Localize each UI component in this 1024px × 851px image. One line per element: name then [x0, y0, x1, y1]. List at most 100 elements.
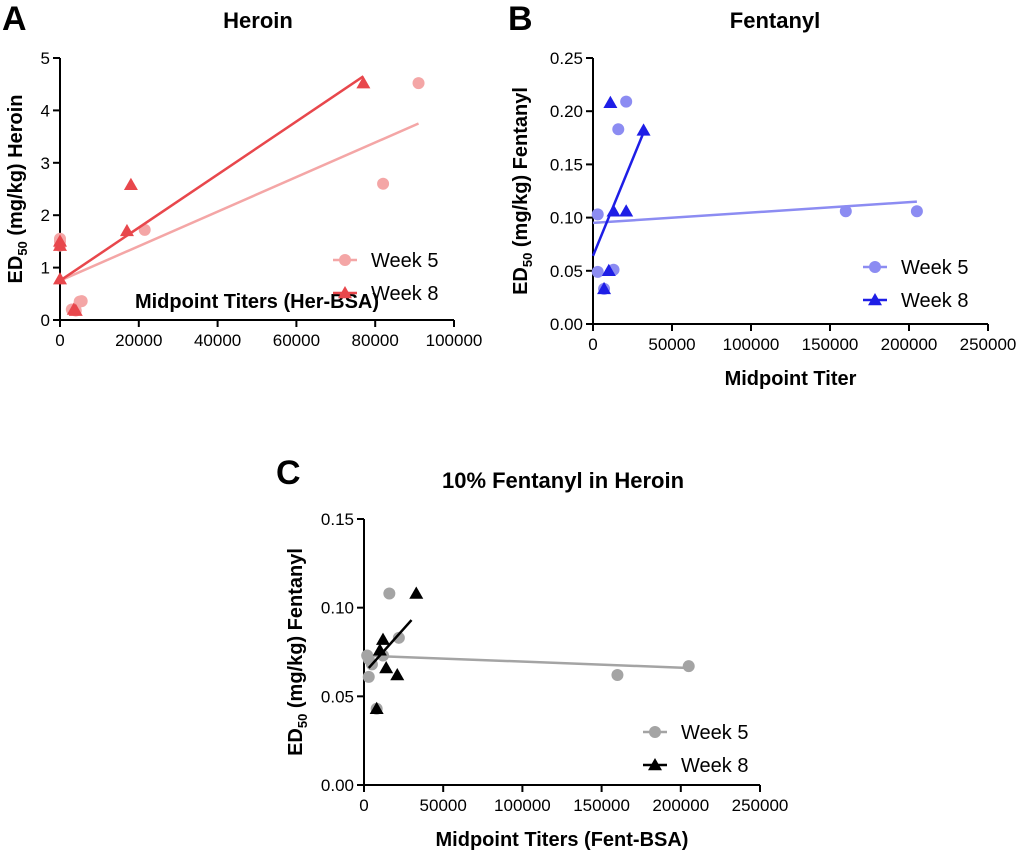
x-tick-label: 100000	[426, 331, 483, 350]
legend-marker	[648, 758, 662, 771]
series-2	[591, 95, 651, 295]
series-1	[54, 77, 425, 317]
data-point	[53, 238, 67, 251]
data-point	[597, 281, 612, 295]
x-tick-label: 0	[359, 796, 368, 815]
data-point	[910, 205, 923, 218]
data-point	[356, 76, 371, 89]
x-tick-label: 60000	[273, 331, 320, 350]
y-tick-label: 2	[41, 206, 50, 225]
fit-line	[367, 619, 413, 669]
x-tick-label: 150000	[802, 335, 859, 354]
data-point	[591, 208, 604, 221]
data-point	[369, 701, 384, 714]
series-2	[53, 75, 371, 316]
fit-line	[363, 654, 689, 670]
x-tick-label: 40000	[194, 331, 241, 350]
x-tick-label: 100000	[723, 335, 780, 354]
data-point	[591, 265, 604, 278]
x-tick-label: 50000	[648, 335, 695, 354]
panel-b: B Fentanyl 0 50000 100000 150000 200000 250000 0…	[508, 0, 1016, 390]
panel-letter: B	[508, 0, 533, 38]
x-axis-title: Midpoint Titers (Her-BSA)	[135, 291, 379, 313]
y-tick-label: 5	[41, 49, 50, 68]
x-tick-label: 150000	[573, 796, 630, 815]
x-tick-label: 50000	[420, 796, 467, 815]
x-tick-label: 0	[588, 335, 597, 354]
x-tick-label: 250000	[960, 335, 1017, 354]
x-tick-label: 200000	[881, 335, 938, 354]
fit-line	[591, 132, 645, 257]
legend: Week 5 Week 8	[643, 722, 748, 777]
y-tick-label: 0.15	[321, 510, 354, 529]
fit-line	[59, 122, 420, 282]
y-tick-label: 0.00	[550, 315, 583, 334]
data-point	[376, 632, 391, 645]
data-point	[123, 177, 138, 191]
x-tick-label: 200000	[652, 796, 709, 815]
y-tick-label: 0.15	[550, 155, 583, 174]
data-point	[636, 123, 651, 136]
fit-line	[592, 200, 917, 225]
y-tick-label: 0.20	[550, 102, 583, 121]
y-tick-label: 0.05	[550, 262, 583, 281]
x-tick-label: 20000	[115, 331, 162, 350]
data-point	[612, 123, 625, 136]
y-axis-title: ED50 (mg/kg) Heroin	[5, 95, 30, 284]
data-point	[619, 204, 634, 217]
panel-a: A Heroin 0 20000 40000 60000 80000 100000 0 1 2 3 4 5…	[2, 0, 482, 350]
data-point	[606, 204, 621, 217]
data-point	[839, 205, 852, 218]
chart-title: 10% Fentanyl in Heroin	[442, 468, 684, 493]
legend-label: Week 5	[371, 250, 438, 272]
legend-marker	[339, 254, 351, 266]
data-point	[383, 587, 396, 600]
x-tick-label: 250000	[732, 796, 789, 815]
chart-title: Fentanyl	[730, 8, 820, 33]
data-point	[412, 77, 425, 90]
fit-line	[59, 75, 365, 282]
data-point	[620, 95, 633, 108]
chart-title: Heroin	[223, 8, 293, 33]
legend-marker	[649, 726, 661, 738]
data-point	[601, 263, 616, 277]
data-point	[390, 668, 405, 681]
data-point	[377, 177, 390, 190]
y-axis-title: ED50 (mg/kg) Fentanyl	[510, 87, 535, 295]
panel-c: C 10% Fentanyl in Heroin 0 50000 100000 15000…	[276, 454, 788, 851]
legend-label: Week 8	[371, 283, 438, 305]
legend-label: Week 8	[681, 755, 748, 777]
y-tick-label: 0.05	[321, 687, 354, 706]
x-axis-title: Midpoint Titer	[725, 368, 857, 390]
x-tick-label: 0	[55, 331, 64, 350]
series-1	[361, 587, 695, 715]
x-axis-title: Midpoint Titers (Fent-BSA)	[436, 829, 689, 851]
legend-label: Week 8	[901, 290, 968, 312]
data-point	[392, 631, 405, 644]
data-point	[75, 295, 88, 308]
data-point	[682, 660, 695, 673]
legend: Week 5 Week 8	[333, 250, 438, 305]
x-tick-label: 100000	[494, 796, 551, 815]
y-tick-label: 0.10	[321, 599, 354, 618]
data-point	[611, 669, 624, 682]
x-tick-label: 80000	[352, 331, 399, 350]
legend: Week 5 Week 8	[863, 257, 968, 312]
y-tick-label: 3	[41, 154, 50, 173]
y-tick-label: 0.00	[321, 776, 354, 795]
data-point	[119, 223, 134, 237]
data-point	[372, 643, 387, 656]
y-tick-label: 4	[41, 101, 50, 120]
data-point	[68, 303, 83, 316]
y-tick-label: 0.25	[550, 49, 583, 68]
y-axis-title: ED50 (mg/kg) Fentanyl	[285, 548, 310, 756]
legend-label: Week 5	[681, 722, 748, 744]
data-point	[53, 272, 67, 285]
panel-letter: A	[2, 0, 27, 38]
legend-marker	[338, 286, 352, 299]
y-tick-label: 1	[41, 259, 50, 278]
legend-marker	[869, 261, 881, 273]
series-2	[367, 586, 424, 714]
